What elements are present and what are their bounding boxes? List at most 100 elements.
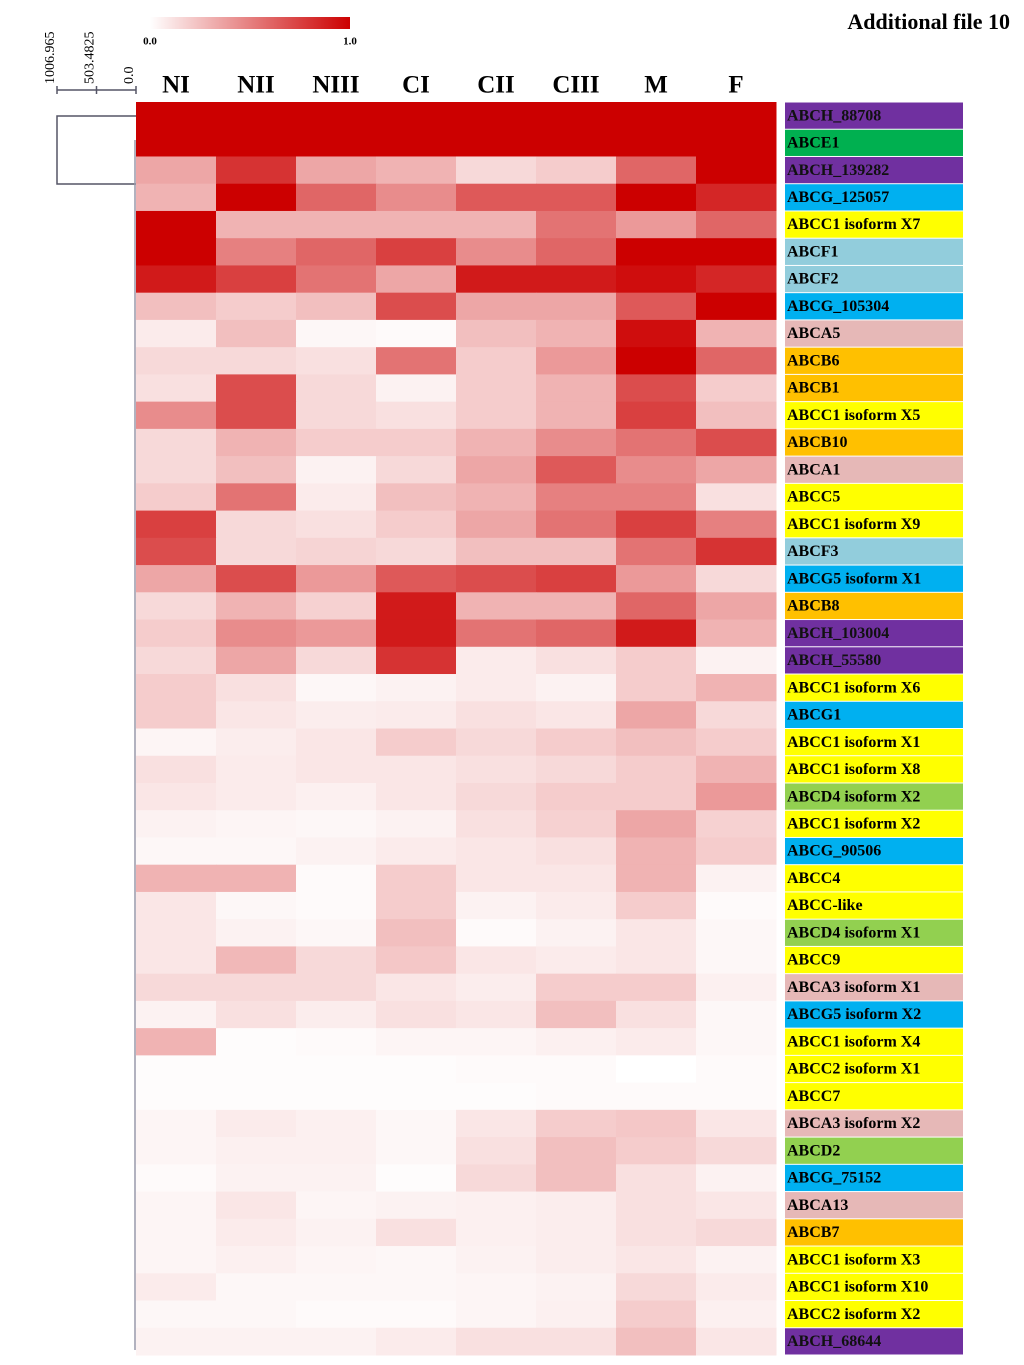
heatmap-cell — [376, 1273, 457, 1302]
heatmap-cell — [376, 701, 457, 729]
heatmap-cell — [696, 510, 777, 539]
heatmap-cell — [456, 592, 537, 621]
heatmap-cell — [536, 510, 617, 539]
heatmap-cell — [536, 1218, 617, 1247]
heatmap-cell — [456, 156, 537, 185]
heatmap-cell — [136, 646, 217, 675]
heatmap-cell — [216, 1191, 297, 1220]
heatmap-cell — [696, 701, 777, 729]
heatmap-cell — [536, 891, 617, 920]
row-label-box — [785, 865, 963, 892]
heatmap-cell — [136, 973, 217, 1002]
heatmap-cell — [216, 347, 297, 375]
heatmap-cell — [376, 537, 457, 566]
heatmap-cell — [296, 537, 377, 566]
row-label-box — [785, 511, 963, 538]
heatmap-cell — [536, 456, 617, 484]
heatmap-cell — [616, 1055, 697, 1084]
row-label-box — [785, 538, 963, 565]
heatmap-cell — [696, 592, 777, 621]
heatmap-cell — [296, 1191, 377, 1220]
heatmap-cell — [376, 102, 457, 130]
row-label: ABCB6 — [787, 352, 839, 369]
heatmap-cell — [216, 864, 297, 893]
heatmap-cell — [616, 183, 697, 212]
heatmap-cell — [136, 1218, 217, 1247]
heatmap-cell — [616, 102, 697, 130]
row-label: ABCB8 — [787, 598, 839, 615]
row-label-box — [785, 347, 963, 374]
row-label-box — [785, 810, 963, 837]
heatmap-cell — [456, 1300, 537, 1329]
row-label-box — [785, 946, 963, 974]
heatmap-cell — [616, 319, 697, 348]
row-label: ABCH_68644 — [787, 1333, 881, 1350]
heatmap-cell — [536, 483, 617, 512]
heatmap-cell — [456, 102, 537, 130]
heatmap-cell — [216, 1164, 297, 1193]
heatmap-cell — [696, 919, 777, 947]
heatmap-cell — [296, 1164, 377, 1193]
heatmap-cell — [296, 592, 377, 621]
heatmap-cell — [536, 864, 617, 893]
heatmap-cell — [376, 592, 457, 621]
row-label-box — [785, 483, 963, 511]
heatmap-cell — [456, 1082, 537, 1111]
heatmap-cell — [696, 156, 777, 185]
row-label: ABCF1 — [787, 243, 839, 260]
heatmap-cell — [696, 946, 777, 975]
heatmap-cell — [456, 728, 537, 757]
heatmap-cell — [696, 183, 777, 212]
heatmap-cell — [696, 782, 777, 811]
heatmap-cell — [616, 210, 697, 239]
heatmap-cell — [696, 102, 777, 130]
heatmap-cell — [216, 674, 297, 702]
colorbar — [150, 17, 350, 29]
heatmap-cell — [136, 755, 217, 784]
heatmap-cell — [296, 1246, 377, 1274]
heatmap-cell — [376, 891, 457, 920]
heatmap-cell — [216, 1137, 297, 1165]
heatmap-cell — [456, 1191, 537, 1220]
heatmap-cell — [296, 782, 377, 811]
heatmap-cell — [536, 428, 617, 457]
heatmap-cell — [376, 973, 457, 1002]
row-label: ABCA5 — [787, 325, 840, 342]
heatmap-cell — [696, 483, 777, 512]
heatmap-cell — [536, 374, 617, 403]
row-label: ABCG_105304 — [787, 298, 889, 315]
heatmap-cell — [456, 265, 537, 294]
heatmap-cell — [136, 1109, 217, 1138]
heatmap-cell — [216, 1082, 297, 1111]
heatmap-cell — [376, 183, 457, 212]
heatmap-cell — [696, 728, 777, 757]
heatmap-cell — [216, 1028, 297, 1056]
column-label: M — [644, 72, 668, 99]
heatmap-cell — [136, 1273, 217, 1302]
heatmap-cell — [696, 1028, 777, 1056]
heatmap-cell — [536, 1055, 617, 1084]
heatmap-cell — [136, 1028, 217, 1056]
row-label: ABCH_139282 — [787, 162, 889, 179]
heatmap-cell — [696, 1191, 777, 1220]
row-label: ABCA13 — [787, 1197, 848, 1214]
heatmap-cell — [536, 592, 617, 621]
heatmap-cell — [216, 1109, 297, 1138]
heatmap-cell — [216, 210, 297, 239]
heatmap-cell — [616, 537, 697, 566]
heatmap-cell — [456, 1055, 537, 1084]
heatmap-cell — [456, 1246, 537, 1274]
row-label: ABCC1 isoform X4 — [787, 1033, 920, 1050]
row-label: ABCC4 — [787, 870, 840, 887]
heatmap-cell — [136, 401, 217, 430]
heatmap-cell — [136, 919, 217, 947]
heatmap-cell — [296, 238, 377, 266]
heatmap-cell — [296, 646, 377, 675]
dendrogram-tick-label: 0.0 — [122, 67, 137, 85]
heatmap-cell — [376, 565, 457, 593]
heatmap-cell — [456, 238, 537, 266]
heatmap-cell — [456, 347, 537, 375]
heatmap-cell — [616, 1164, 697, 1193]
heatmap-cell — [696, 674, 777, 702]
heatmap-cell — [296, 319, 377, 348]
